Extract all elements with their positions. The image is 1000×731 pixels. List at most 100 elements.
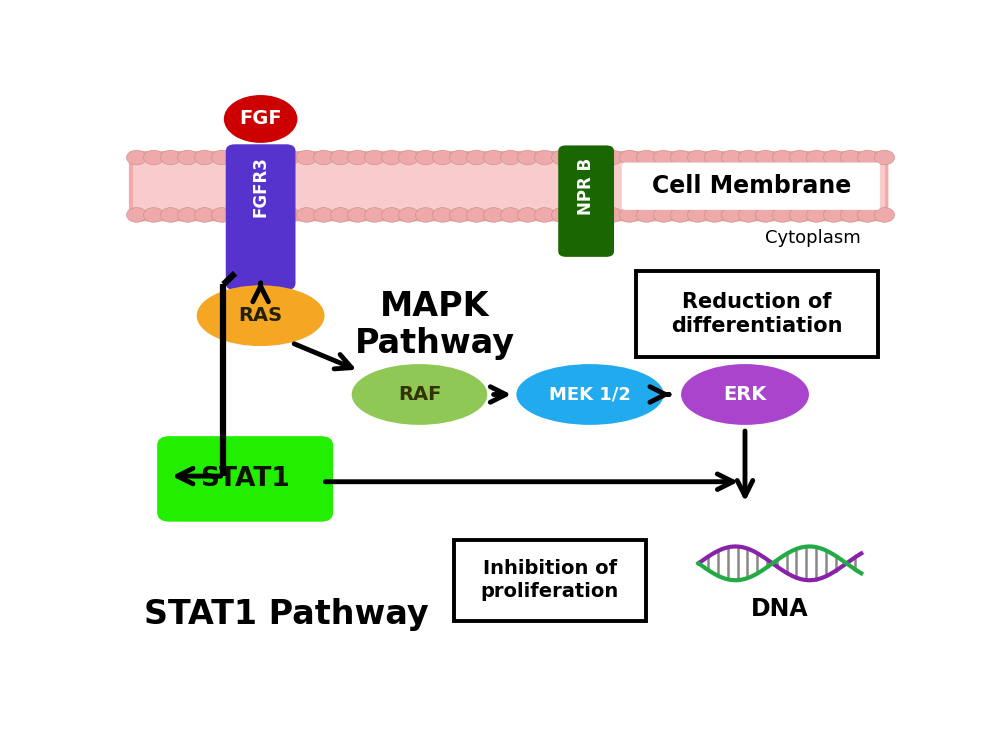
- Circle shape: [500, 150, 521, 164]
- Circle shape: [721, 208, 742, 222]
- Circle shape: [127, 208, 147, 222]
- Circle shape: [449, 150, 470, 164]
- Circle shape: [365, 208, 385, 222]
- Circle shape: [127, 150, 147, 164]
- Circle shape: [500, 208, 521, 222]
- FancyBboxPatch shape: [558, 145, 614, 257]
- Ellipse shape: [197, 285, 325, 346]
- Ellipse shape: [516, 364, 664, 425]
- Circle shape: [670, 150, 691, 164]
- Circle shape: [449, 208, 470, 222]
- Circle shape: [704, 208, 725, 222]
- Circle shape: [416, 208, 436, 222]
- FancyBboxPatch shape: [454, 539, 646, 621]
- FancyBboxPatch shape: [226, 144, 296, 290]
- Circle shape: [823, 150, 844, 164]
- Circle shape: [874, 208, 895, 222]
- Circle shape: [483, 208, 504, 222]
- Circle shape: [772, 208, 793, 222]
- Circle shape: [348, 208, 368, 222]
- FancyBboxPatch shape: [129, 151, 888, 221]
- Circle shape: [551, 208, 572, 222]
- Circle shape: [195, 150, 215, 164]
- Circle shape: [382, 208, 402, 222]
- Circle shape: [517, 208, 538, 222]
- Circle shape: [840, 208, 861, 222]
- Circle shape: [619, 208, 640, 222]
- Circle shape: [229, 150, 249, 164]
- Circle shape: [568, 150, 589, 164]
- Text: MEK 1/2: MEK 1/2: [549, 385, 631, 404]
- Circle shape: [704, 150, 725, 164]
- Circle shape: [280, 150, 300, 164]
- Text: STAT1 Pathway: STAT1 Pathway: [144, 597, 429, 631]
- Circle shape: [806, 150, 827, 164]
- Circle shape: [636, 150, 657, 164]
- Circle shape: [161, 208, 181, 222]
- Text: Reduction of
differentiation: Reduction of differentiation: [671, 292, 842, 336]
- Circle shape: [297, 150, 317, 164]
- Circle shape: [755, 208, 776, 222]
- Circle shape: [432, 208, 453, 222]
- Circle shape: [670, 208, 691, 222]
- Circle shape: [432, 150, 453, 164]
- Text: NPR B: NPR B: [577, 158, 595, 215]
- Circle shape: [789, 150, 810, 164]
- Circle shape: [823, 208, 844, 222]
- FancyBboxPatch shape: [636, 271, 878, 357]
- Ellipse shape: [224, 95, 297, 143]
- Circle shape: [483, 150, 504, 164]
- Circle shape: [314, 208, 334, 222]
- Circle shape: [195, 208, 215, 222]
- Circle shape: [331, 150, 351, 164]
- Circle shape: [874, 150, 895, 164]
- Text: RAF: RAF: [398, 385, 441, 404]
- Circle shape: [144, 208, 164, 222]
- FancyBboxPatch shape: [622, 162, 880, 210]
- Circle shape: [348, 150, 368, 164]
- Text: DNA: DNA: [751, 597, 809, 621]
- Circle shape: [534, 150, 555, 164]
- Circle shape: [772, 150, 793, 164]
- Circle shape: [602, 150, 623, 164]
- Circle shape: [365, 150, 385, 164]
- Circle shape: [619, 150, 640, 164]
- Circle shape: [212, 150, 232, 164]
- Circle shape: [212, 208, 232, 222]
- Circle shape: [331, 208, 351, 222]
- Circle shape: [314, 150, 334, 164]
- Circle shape: [466, 150, 487, 164]
- Circle shape: [602, 208, 623, 222]
- Circle shape: [636, 208, 657, 222]
- Circle shape: [399, 150, 419, 164]
- Text: Cytoplasm: Cytoplasm: [766, 229, 861, 247]
- Circle shape: [246, 208, 266, 222]
- Circle shape: [806, 208, 827, 222]
- Circle shape: [416, 150, 436, 164]
- Circle shape: [178, 208, 198, 222]
- Circle shape: [280, 208, 300, 222]
- Circle shape: [568, 208, 589, 222]
- Text: Inhibition of
proliferation: Inhibition of proliferation: [481, 559, 619, 602]
- Circle shape: [738, 208, 759, 222]
- Circle shape: [585, 208, 606, 222]
- Text: Cell Membrane: Cell Membrane: [652, 174, 851, 198]
- Circle shape: [178, 150, 198, 164]
- Circle shape: [551, 150, 572, 164]
- Circle shape: [263, 150, 283, 164]
- Circle shape: [585, 150, 606, 164]
- Circle shape: [534, 208, 555, 222]
- Circle shape: [653, 150, 674, 164]
- Circle shape: [857, 150, 878, 164]
- Circle shape: [687, 150, 708, 164]
- Text: FGF: FGF: [239, 110, 282, 129]
- Circle shape: [738, 150, 759, 164]
- Text: MAPK
Pathway: MAPK Pathway: [355, 290, 515, 360]
- Circle shape: [857, 208, 878, 222]
- Ellipse shape: [681, 364, 809, 425]
- FancyBboxPatch shape: [133, 161, 885, 211]
- Circle shape: [789, 208, 810, 222]
- Circle shape: [721, 150, 742, 164]
- Circle shape: [161, 150, 181, 164]
- Circle shape: [466, 208, 487, 222]
